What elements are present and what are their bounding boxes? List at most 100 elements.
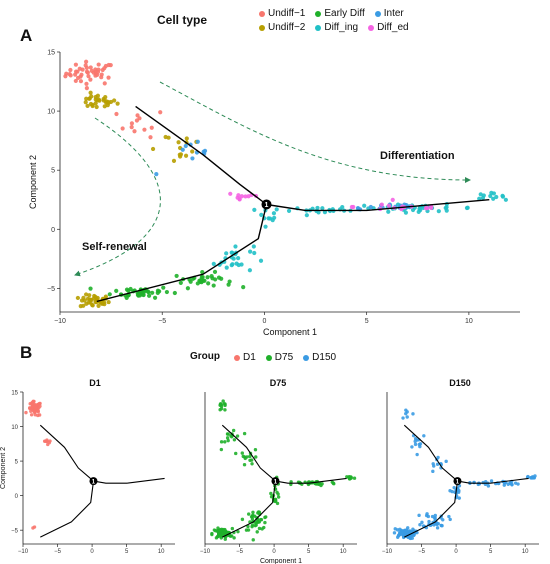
data-point <box>95 72 100 77</box>
data-point <box>86 300 91 305</box>
data-point <box>228 191 233 196</box>
data-point <box>239 194 244 199</box>
data-point <box>199 275 204 280</box>
data-point <box>64 71 69 76</box>
data-point <box>494 194 499 200</box>
branch-point-marker <box>89 477 98 486</box>
data-point <box>24 410 28 415</box>
data-point <box>425 206 430 211</box>
data-point <box>398 530 402 534</box>
data-point <box>236 193 241 198</box>
data-point <box>240 517 245 522</box>
x-tick-label: 10 <box>340 549 347 555</box>
y-tick-label: 0 <box>51 227 55 234</box>
data-point <box>516 482 520 486</box>
data-point <box>435 526 440 530</box>
data-point <box>263 224 268 229</box>
data-point <box>246 528 251 532</box>
data-point <box>88 90 93 95</box>
trajectory-line <box>404 481 459 538</box>
data-point <box>195 139 200 144</box>
trajectory-line <box>222 481 277 538</box>
data-point <box>73 78 78 84</box>
data-point <box>114 288 119 293</box>
y-tick-label: 10 <box>11 425 18 431</box>
data-point <box>315 482 319 486</box>
y-axis-label: Component 2 <box>28 155 38 209</box>
data-point <box>82 298 87 303</box>
legend-label: D75 <box>274 352 294 363</box>
x-tick-label: −5 <box>158 318 166 325</box>
data-point <box>33 403 38 407</box>
data-point <box>390 197 395 202</box>
data-point <box>422 434 426 438</box>
data-point <box>320 206 325 211</box>
trajectory-line <box>275 477 347 484</box>
y-axis-label: Component 2 <box>0 447 7 489</box>
x-tick-label: 10 <box>522 549 529 555</box>
data-point <box>226 438 230 443</box>
data-point <box>229 250 234 255</box>
data-point <box>410 536 414 540</box>
data-point <box>81 303 86 308</box>
data-point <box>448 489 452 493</box>
data-point <box>352 476 357 480</box>
data-point <box>90 303 95 308</box>
data-point <box>227 279 232 284</box>
data-point <box>247 268 252 273</box>
data-point <box>417 513 421 518</box>
data-point <box>404 529 409 533</box>
data-point <box>263 520 267 525</box>
data-point <box>417 206 422 211</box>
data-point <box>220 531 225 535</box>
legend-label: Diff_ing <box>324 22 359 33</box>
legend-dot <box>259 24 265 31</box>
group-legend-title: Group <box>190 351 220 362</box>
data-point <box>275 501 280 506</box>
legend-label: Early Diff <box>324 8 365 19</box>
data-point <box>257 526 262 531</box>
data-point <box>212 269 218 275</box>
legend-item: Diff_ed <box>368 22 409 33</box>
data-point <box>224 251 229 256</box>
data-point <box>124 295 129 301</box>
data-point <box>229 263 234 268</box>
branch-point-label: 1 <box>265 202 269 209</box>
data-point <box>112 98 117 103</box>
data-point <box>418 523 422 527</box>
data-point <box>78 79 84 84</box>
data-point <box>436 521 440 526</box>
data-point <box>251 538 255 542</box>
x-tick-label: 0 <box>454 549 458 555</box>
legend-item: Undiff−2 <box>259 22 305 33</box>
x-tick-label: 10 <box>158 549 165 555</box>
y-tick-label: 5 <box>15 460 19 466</box>
x-tick-label: −5 <box>418 549 426 555</box>
facet-d1-plot: −10 −5 0 5 10 −5 0 5 10 15 Component 2 1 <box>0 391 175 555</box>
data-point <box>379 202 384 207</box>
legend-item: Diff_ing <box>315 22 358 33</box>
y-tick-label: −5 <box>11 529 19 535</box>
data-point <box>274 207 279 212</box>
data-point <box>436 209 441 214</box>
data-point <box>89 68 94 73</box>
x-tick-label: −10 <box>200 549 211 555</box>
data-point <box>46 442 50 447</box>
branch-point-marker <box>453 477 462 486</box>
data-point <box>136 293 141 298</box>
x-tick-label: 0 <box>262 318 266 325</box>
data-point <box>393 527 397 531</box>
data-point <box>406 535 410 539</box>
branch-point-label: 1 <box>274 480 278 486</box>
data-point <box>37 413 42 417</box>
x-tick-label: −5 <box>54 549 62 555</box>
legend-dot <box>374 10 381 17</box>
data-point <box>489 479 494 483</box>
branch-point-marker <box>261 199 272 210</box>
data-point <box>31 526 35 530</box>
data-point <box>411 412 415 416</box>
x-tick-label: 0 <box>90 549 94 555</box>
data-point <box>230 526 235 531</box>
y-tick-label: 0 <box>15 494 19 500</box>
data-point <box>223 408 227 412</box>
